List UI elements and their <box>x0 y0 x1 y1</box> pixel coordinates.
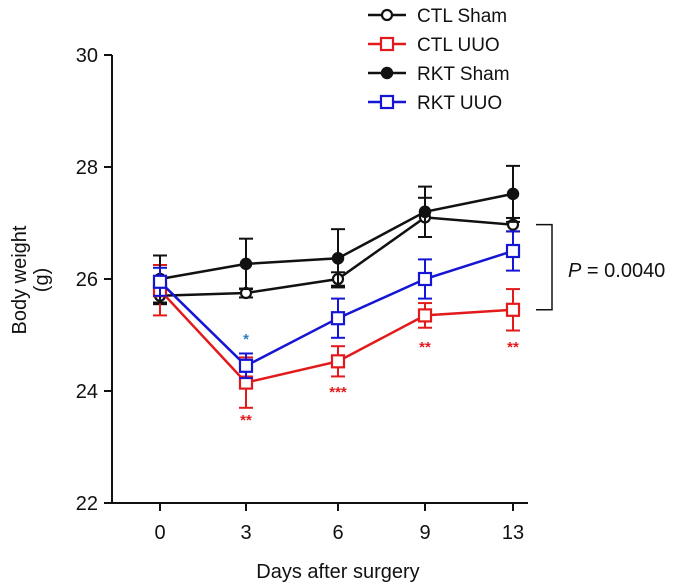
legend-item-ctl-sham: CTL Sham <box>368 6 507 27</box>
legend-item-ctl-uuo: CTL UUO <box>368 35 500 56</box>
x-axis-title: Days after surgery <box>256 561 419 583</box>
bracket-line <box>536 223 553 311</box>
significance-stars: *** <box>329 384 347 401</box>
x-tick-label: 3 <box>240 522 251 544</box>
p-value-symbol: P <box>568 260 582 282</box>
data-point <box>506 187 520 201</box>
x-tick-label: 6 <box>332 522 343 544</box>
x-axis: 0 3 6 9 13 <box>112 502 528 544</box>
data-point <box>505 302 521 317</box>
data-point <box>417 308 433 323</box>
legend-marker <box>379 94 395 110</box>
p-value-label: P = 0.0040 <box>568 260 665 282</box>
legend-label: RKT Sham <box>417 64 510 85</box>
series-rkt-uuo <box>152 230 521 380</box>
y-tick-label: 28 <box>76 157 98 179</box>
p-value-text: = 0.0040 <box>581 260 665 282</box>
significance-stars: ** <box>240 412 252 429</box>
y-axis-title-line-1: Body weight <box>9 225 31 334</box>
series-line <box>159 289 514 384</box>
series-line <box>159 192 514 281</box>
x-tick-label: 9 <box>419 522 430 544</box>
y-axis: 22 24 26 28 30 <box>76 45 113 515</box>
legend-item-rkt-uuo: RKT UUO <box>368 93 502 114</box>
data-point <box>417 271 433 287</box>
legend: CTL Sham CTL UUO RKT Sham RKT UUO <box>368 6 510 114</box>
y-tick-label: 24 <box>76 381 98 403</box>
p-value-bracket: P = 0.0040 <box>536 223 665 311</box>
significance-stars: ** <box>507 339 519 356</box>
data-point <box>238 358 254 373</box>
legend-marker <box>379 36 395 52</box>
legend-marker <box>380 8 394 22</box>
y-axis-title-line-2: (g) <box>31 268 53 292</box>
legend-label: RKT UUO <box>417 93 502 114</box>
legend-marker <box>380 66 394 80</box>
significance-stars: * <box>243 331 249 348</box>
significance-stars: ** <box>419 339 431 356</box>
x-tick-label: 13 <box>502 522 524 544</box>
data-point <box>418 205 432 219</box>
data-point <box>152 274 168 289</box>
y-tick-label: 26 <box>76 269 98 291</box>
x-tick-label: 0 <box>154 522 165 544</box>
data-point <box>331 252 345 265</box>
legend-label: CTL UUO <box>417 35 500 56</box>
legend-item-rkt-sham: RKT Sham <box>368 64 510 85</box>
data-point <box>505 243 521 259</box>
data-point <box>330 311 346 326</box>
y-axis-title: Body weight (g) <box>9 225 53 334</box>
series-ctl-uuo <box>152 264 521 409</box>
legend-label: CTL Sham <box>417 6 507 27</box>
data-point <box>330 354 346 369</box>
plot-area <box>152 164 521 409</box>
data-point <box>239 257 253 271</box>
y-tick-label: 30 <box>76 45 98 67</box>
y-tick-label: 22 <box>76 493 98 515</box>
significance-annotations: ******** ** <box>240 331 519 429</box>
